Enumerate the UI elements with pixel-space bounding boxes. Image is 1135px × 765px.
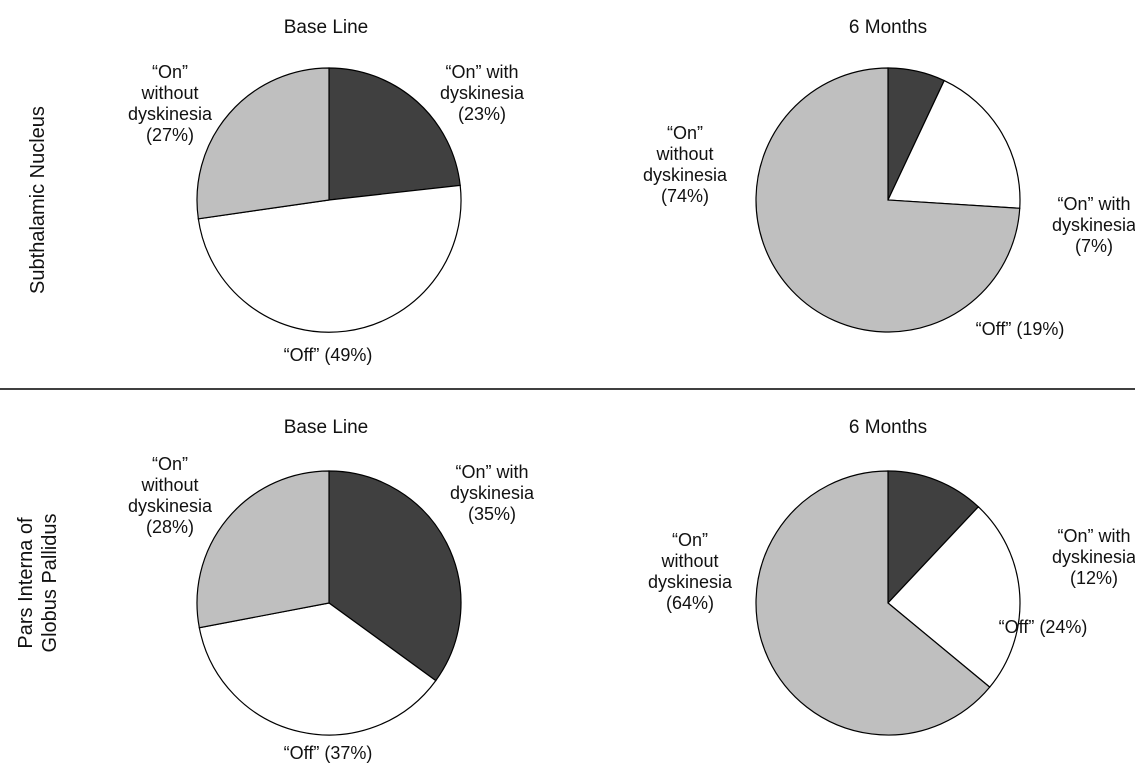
pie-slice-off bbox=[198, 602, 437, 736]
row-label-line: Subthalamic Nucleus bbox=[27, 106, 49, 294]
slice-label-off: “Off” (49%) bbox=[284, 345, 373, 365]
slice-label-on-with: “On” with dyskinesia (35%) bbox=[450, 462, 535, 524]
row-label-line: Pars Interna of bbox=[15, 517, 37, 649]
pie-title: Base Line bbox=[284, 17, 369, 38]
slice-label-on-with: “On” with dyskinesia (12%) bbox=[1052, 526, 1135, 588]
pie-title: 6 Months bbox=[849, 417, 927, 438]
slice-label-on-with: “On” with dyskinesia (23%) bbox=[440, 62, 525, 124]
pie-slice-on-without bbox=[755, 470, 991, 736]
row-label-2: Pars Interna of Globus Pallidus bbox=[15, 514, 61, 653]
row-label-1: Subthalamic Nucleus bbox=[27, 106, 49, 294]
slice-label-on-without: “On” without dyskinesia (74%) bbox=[643, 123, 728, 206]
pie-slice-on-with bbox=[887, 470, 980, 605]
pie-slice-off bbox=[887, 505, 1021, 688]
pie-slice-on-without bbox=[755, 67, 1021, 333]
slice-label-off: “Off” (24%) bbox=[999, 617, 1088, 637]
row-label-line: Globus Pallidus bbox=[39, 514, 61, 653]
slice-label-on-without: “On” without dyskinesia (64%) bbox=[648, 530, 733, 613]
pie-slice-off bbox=[887, 79, 1021, 209]
slice-label-off: “Off” (19%) bbox=[976, 319, 1065, 339]
pie-slice-on-with bbox=[328, 470, 462, 682]
slice-label-off: “Off” (37%) bbox=[284, 743, 373, 763]
pie-title: Base Line bbox=[284, 417, 369, 438]
slice-label-on-without: “On” without dyskinesia (28%) bbox=[128, 454, 213, 537]
pie-slice-on-without bbox=[196, 470, 330, 629]
slice-label-on-without: “On” without dyskinesia (27%) bbox=[128, 62, 213, 145]
pie-title: 6 Months bbox=[849, 17, 927, 38]
pie-slice-on-with bbox=[328, 67, 461, 201]
pie-slice-on-without bbox=[196, 67, 330, 220]
pie-slice-off bbox=[197, 184, 462, 333]
slice-label-on-with: “On” with dyskinesia (7%) bbox=[1052, 194, 1135, 256]
